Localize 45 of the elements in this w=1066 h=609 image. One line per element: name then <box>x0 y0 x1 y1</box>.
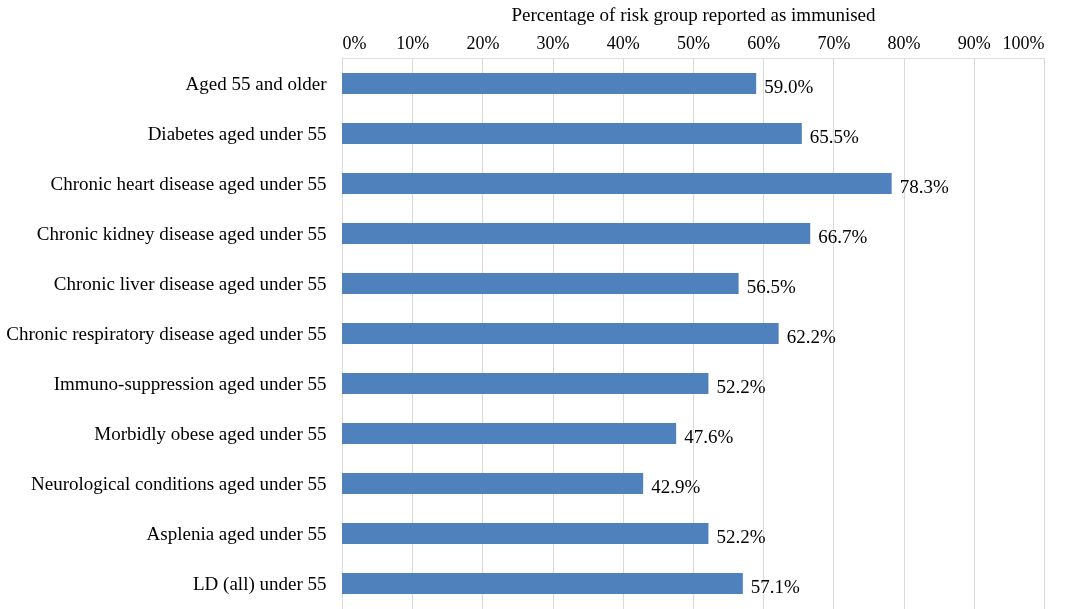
x-tick-label: 30% <box>536 32 570 53</box>
y-tick-label: Chronic kidney disease aged under 55 <box>36 222 327 244</box>
y-tick-label: Asplenia aged under 55 <box>146 522 327 544</box>
data-label: 47.6% <box>684 425 734 447</box>
data-label: 78.3% <box>899 175 949 197</box>
x-tick-label: 10% <box>396 32 430 53</box>
bar <box>342 373 709 394</box>
x-tick-label: 20% <box>466 32 500 53</box>
y-tick-label: Immuno-suppression aged under 55 <box>53 372 327 394</box>
x-tick-label: 50% <box>677 32 710 53</box>
x-tick-label: 40% <box>606 32 640 53</box>
bar <box>342 323 779 344</box>
y-tick-label: Aged 55 and older <box>185 72 328 94</box>
data-label: 62.2% <box>786 325 836 347</box>
data-label: 42.9% <box>651 475 701 497</box>
bar <box>342 473 644 494</box>
x-tick-label: 0% <box>342 32 367 53</box>
data-label: 65.5% <box>809 125 860 147</box>
bar <box>342 423 677 444</box>
bar <box>342 123 802 144</box>
data-label: 56.5% <box>746 275 796 297</box>
x-tick-label: 90% <box>957 32 991 53</box>
data-label: 52.2% <box>716 525 766 547</box>
y-tick-label: LD (all) under 55 <box>193 572 327 595</box>
bar <box>342 573 743 594</box>
x-tick-label: 80% <box>887 32 921 53</box>
x-tick-label: 70% <box>817 32 851 53</box>
y-tick-label: Chronic respiratory disease aged under 55 <box>6 322 327 344</box>
bar <box>342 73 757 94</box>
y-tick-label: Diabetes aged under 55 <box>147 122 327 144</box>
x-tick-label: 100% <box>1002 32 1045 53</box>
bar <box>342 173 892 194</box>
x-axis-title: Percentage of risk group reported as immunised <box>511 3 877 25</box>
bar <box>342 223 811 244</box>
y-tick-label: Chronic liver disease aged under 55 <box>53 272 327 294</box>
y-tick-label: Morbidly obese aged under 55 <box>94 422 327 444</box>
y-tick-label: Chronic heart disease aged under 55 <box>50 172 327 194</box>
data-label: 66.7% <box>818 225 868 247</box>
y-tick-label: Neurological conditions aged under 55 <box>31 472 327 494</box>
x-tick-label: 60% <box>747 32 781 53</box>
bar <box>342 273 739 294</box>
bar <box>342 523 709 544</box>
data-label: 52.2% <box>716 375 766 397</box>
data-label: 59.0% <box>764 75 814 97</box>
data-label: 57.1% <box>750 575 801 597</box>
